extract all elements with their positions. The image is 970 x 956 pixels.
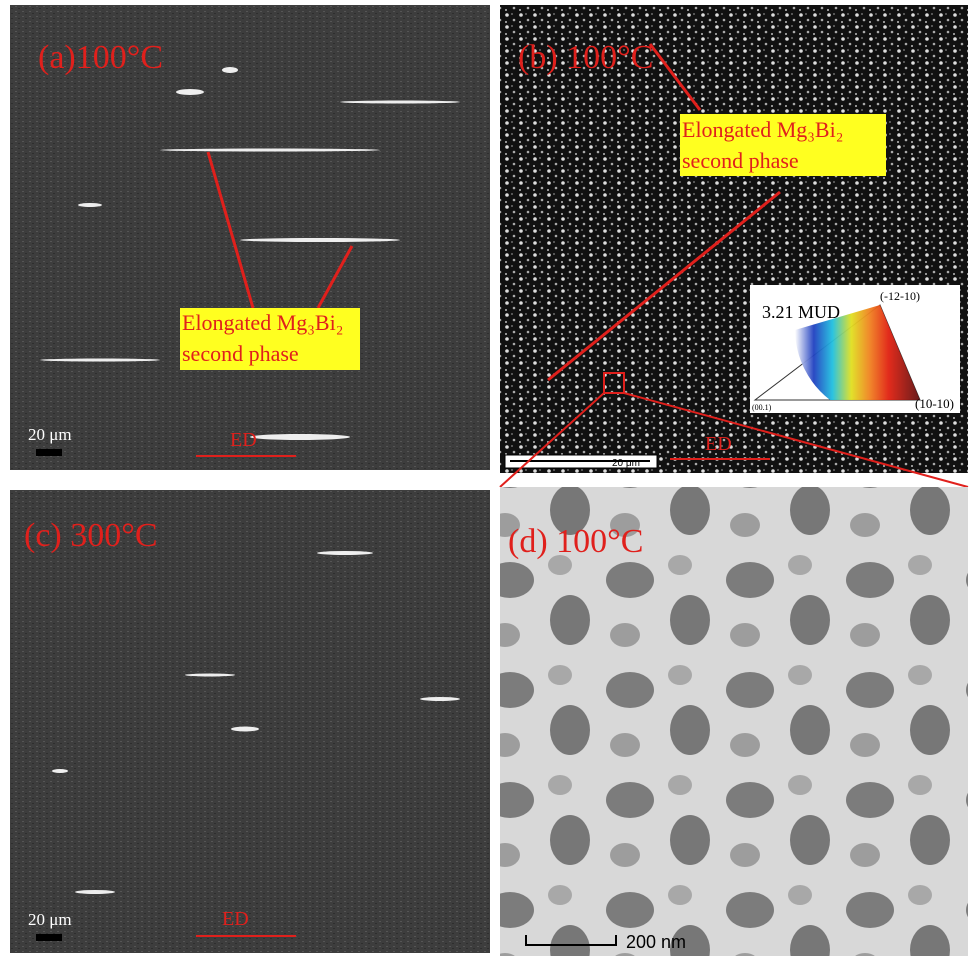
annotation: second phase	[682, 148, 799, 173]
panel-label: (b) 100°C	[518, 39, 653, 76]
inset-label: (00.1)	[752, 403, 772, 412]
panel-label: (d) 100°C	[508, 523, 643, 560]
annotation: second phase	[182, 341, 299, 366]
annotation: Elongated Mg₃Bi₂	[682, 117, 843, 142]
annotation: Elongated Mg₃Bi₂	[182, 310, 343, 335]
panel-a: (a)100°C Elongated Mg₃Bi₂ second phase 2…	[10, 5, 490, 470]
direction: ED	[230, 429, 257, 451]
panel-label: (c) 300°C	[24, 517, 158, 554]
direction: ED	[705, 433, 732, 455]
panel-b: (b) 100°C Elongated Mg₃Bi₂ second phase …	[500, 5, 968, 473]
scale-bar-label: 200 nm	[626, 932, 686, 952]
scale-bar-label: 20 μm	[28, 910, 72, 929]
scale-bar-label: 20 μm	[612, 458, 640, 469]
inset-title: 3.21 MUD	[762, 302, 840, 322]
panel-d: (d) 100°C 200 nm	[500, 487, 968, 956]
panel-label: (a)100°C	[38, 39, 163, 76]
scale-bar-label: 20 μm	[28, 425, 72, 444]
panel-c: (c) 300°C 20 μm ED	[10, 490, 490, 953]
inset-label: (-12-10)	[880, 289, 920, 303]
figure: (a)100°C Elongated Mg₃Bi₂ second phase 2…	[0, 0, 970, 956]
inset-label: (10-10)	[915, 396, 954, 411]
direction: ED	[222, 908, 249, 930]
